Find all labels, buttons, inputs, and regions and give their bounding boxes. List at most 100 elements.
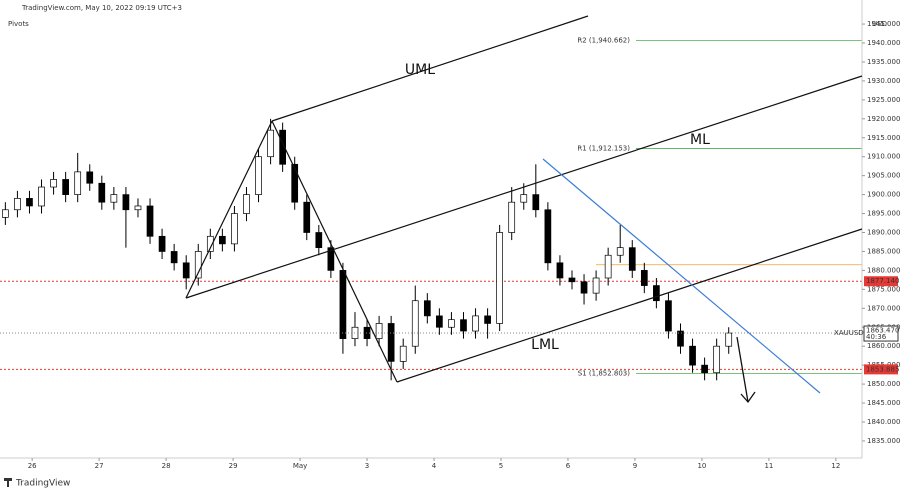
candle-body [182, 262, 190, 279]
candle-body [544, 209, 552, 264]
y-tick-label: 1945.000 [867, 20, 900, 28]
candle-body [267, 129, 274, 158]
x-tick-label: 27 [95, 462, 104, 470]
last-tag [863, 325, 899, 342]
y-tick-label: 1885.000 [867, 247, 900, 255]
y-tick-label: 1890.000 [867, 229, 900, 237]
candle-body [556, 262, 564, 279]
candle-body [62, 179, 69, 195]
pivot-label: R1 (1,912.153) [577, 145, 630, 153]
candle-body [387, 323, 395, 362]
y-tick-label: 1900.000 [867, 191, 900, 199]
candle-body [146, 205, 154, 237]
x-tick-label: 3 [365, 462, 369, 470]
y-tick-label: 1920.000 [867, 115, 900, 123]
y-tick-label: 1880.000 [867, 266, 900, 274]
pitchfork [185, 15, 863, 383]
pivot-label: S1 (1,852.803) [578, 369, 630, 377]
candle-body [725, 332, 733, 347]
candle-body [628, 247, 636, 271]
candle-body [110, 194, 118, 203]
last-symbol: XAUUSD [834, 329, 864, 337]
candle-body [50, 179, 57, 188]
candle-body [592, 277, 600, 294]
candle-body [532, 194, 540, 211]
y-tick-label: 1940.000 [867, 39, 900, 47]
brand-label: TradingView [15, 479, 70, 489]
candle-body [713, 345, 721, 374]
candle-body [460, 319, 467, 332]
candle-body [194, 251, 202, 279]
y-tick-label: 1935.000 [867, 58, 900, 66]
candle-body [14, 198, 21, 211]
candle-body [231, 213, 238, 245]
y-tick-label: 1870.000 [867, 304, 900, 312]
x-tick-label: 4 [432, 462, 437, 470]
candle-body [484, 315, 491, 324]
y-tick-label: 1910.000 [867, 153, 900, 161]
y-tick-label: 1860.000 [867, 342, 900, 350]
x-tick-label: 26 [28, 462, 37, 470]
candle-body [206, 235, 214, 252]
ml-label: ML [690, 132, 710, 148]
y-tick-label: 1875.000 [867, 285, 900, 293]
candle-body [134, 205, 142, 211]
candle-body [38, 186, 45, 207]
level-tag-label: 1877.140 [866, 277, 899, 285]
y-tick-label: 1930.000 [867, 77, 900, 85]
y-tick-label: 1840.000 [867, 418, 900, 426]
source-label: TradingView.com, May 10, 2022 09:19 UTC+… [21, 4, 182, 12]
countdown-label: 40:36 [866, 333, 887, 341]
candle-body [616, 247, 624, 256]
candle-body [580, 281, 588, 294]
candle-body [74, 171, 82, 195]
arrow [736, 336, 756, 404]
candle-body [448, 319, 455, 328]
candle-body [375, 323, 383, 339]
uml-label: UML [405, 62, 435, 78]
level-tag [864, 364, 898, 375]
candle-body [243, 194, 250, 214]
currency-label: USD [872, 20, 887, 28]
candle-body [677, 330, 684, 347]
indicator-label: Pivots [8, 20, 29, 28]
x-tick-label: 29 [229, 462, 238, 470]
candle-body [508, 201, 516, 233]
candle-body [255, 156, 262, 195]
candle-body [689, 345, 696, 366]
lml-label: LML [531, 337, 559, 353]
candle-body [363, 326, 371, 339]
x-tick-label: May [293, 462, 307, 470]
candle-body [158, 235, 166, 252]
x-tick-label: 5 [499, 462, 503, 470]
level-tag [864, 276, 898, 287]
x-tick-label: 28 [162, 462, 171, 470]
candle-body [170, 251, 178, 264]
level-tag-label: 1853.885 [866, 365, 899, 373]
candle-body [315, 232, 323, 249]
candle-body [423, 300, 431, 317]
candle-body [86, 171, 94, 184]
y-tick-label: 1835.000 [867, 437, 900, 445]
candle-body [98, 182, 106, 203]
candle-body [2, 209, 9, 218]
candle-body [339, 270, 347, 339]
x-tick-label: 11 [764, 462, 773, 470]
brand-logo [4, 478, 12, 487]
candle-body [496, 232, 504, 324]
candle-body [472, 315, 479, 332]
y-tick-label: 1925.000 [867, 96, 900, 104]
x-tick-label: 10 [697, 462, 706, 470]
candle-body [665, 300, 672, 332]
candle-body [436, 315, 443, 328]
candle-body [640, 270, 648, 286]
trend-line [542, 158, 821, 394]
last-price-label: 1863.470 [866, 327, 899, 335]
candle-body [568, 277, 576, 283]
candle-body [26, 198, 33, 207]
plot-area: R2 (1,940.662) R1 (1,912.153) S1 (1,852.80… [0, 37, 862, 381]
candle-body [303, 201, 311, 233]
y-tick-label: 1915.000 [867, 134, 900, 142]
